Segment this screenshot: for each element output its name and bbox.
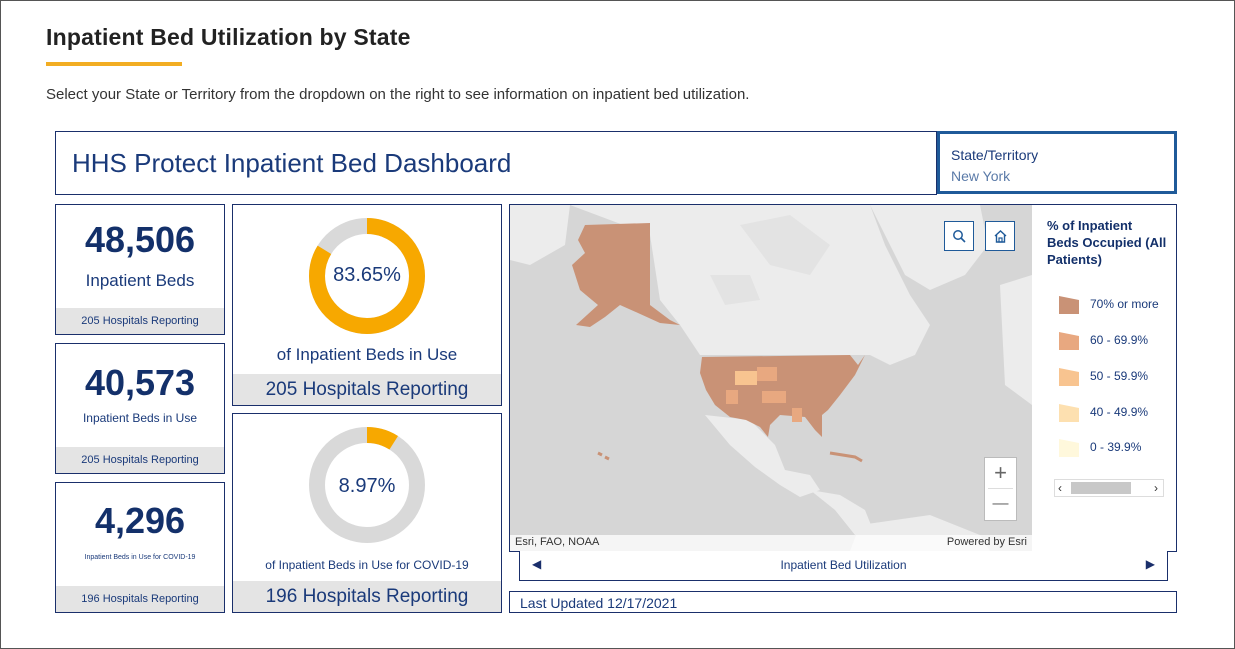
zoom-divider <box>988 488 1013 489</box>
region-south-60 <box>792 408 802 422</box>
alaska-region <box>572 223 680 327</box>
map-attribution: Esri, FAO, NOAA Powered by Esri <box>510 535 1032 551</box>
caribbean-islands <box>829 451 863 463</box>
state-territory-selector[interactable]: State/Territory New York <box>937 131 1177 194</box>
pager-prev-icon[interactable]: ◀ <box>532 557 542 571</box>
scroll-left-icon[interactable]: ‹ <box>1058 481 1062 495</box>
gauge-label: of Inpatient Beds in Use for COVID-19 <box>265 558 469 572</box>
gauge-card-covid-beds: 8.97% of Inpatient Beds in Use for COVID… <box>232 413 502 613</box>
zoom-in-button[interactable]: + <box>994 460 1007 485</box>
legend-swatch <box>1057 436 1081 458</box>
legend-label: 50 - 59.9% <box>1090 369 1149 383</box>
dashboard-header: HHS Protect Inpatient Bed Dashboard <box>55 131 937 195</box>
kpi-label: Inpatient Beds in Use <box>82 411 198 425</box>
basemap <box>510 205 1032 551</box>
kpi-label: Inpatient Beds <box>85 271 195 290</box>
state-selector-label: State/Territory <box>951 147 1039 163</box>
map-card: + — Esri, FAO, NOAA Powered by Esri % of… <box>509 204 1177 552</box>
attribution-text: Esri, FAO, NOAA <box>515 536 600 548</box>
mexico-land <box>705 415 820 497</box>
zoom-out-button[interactable]: — <box>992 495 1009 512</box>
legend-swatch <box>1057 401 1081 423</box>
scroll-thumb[interactable] <box>1071 482 1131 494</box>
europe-land <box>1000 275 1032 405</box>
gauge-percent: 83.65% <box>333 264 401 286</box>
legend-label: 0 - 39.9% <box>1090 440 1142 454</box>
gauge-card-beds-in-use: 83.65% of Inpatient Beds in Use 205 Hosp… <box>232 204 502 406</box>
map-search-button[interactable] <box>944 221 974 251</box>
dashboard-title: HHS Protect Inpatient Bed Dashboard <box>72 148 512 178</box>
gauge-ring <box>309 218 425 334</box>
kpi-value: 40,573 <box>84 362 196 403</box>
kpi-footer: 196 Hospitals Reporting <box>56 586 224 612</box>
widget-pager: ◀ Inpatient Bed Utilization ▶ <box>519 551 1168 581</box>
gauge-label: of Inpatient Beds in Use <box>276 345 458 364</box>
legend-scrollbar[interactable]: ‹ › <box>1054 479 1164 497</box>
kpi-footer: 205 Hospitals Reporting <box>56 447 224 473</box>
kpi-footer: 205 Hospitals Reporting <box>56 308 224 334</box>
last-updated-bar: Last Updated 12/17/2021 <box>509 591 1177 613</box>
powered-by-esri[interactable]: Powered by Esri <box>946 536 1027 548</box>
title-underline <box>46 62 182 66</box>
page-subtitle: Select your State or Territory from the … <box>46 86 750 103</box>
map-home-button[interactable] <box>985 221 1015 251</box>
region-mid-60c <box>726 390 738 404</box>
kpi-card-inpatient-beds: 48,506 Inpatient Beds 205 Hospitals Repo… <box>55 204 225 335</box>
legend-label: 70% or more <box>1090 297 1159 311</box>
region-mid-50 <box>735 371 757 385</box>
kpi-label: Inpatient Beds in Use for COVID-19 <box>84 554 196 561</box>
last-updated-text: Last Updated 12/17/2021 <box>520 595 678 611</box>
page-title: Inpatient Bed Utilization by State <box>46 24 411 50</box>
kpi-value: 48,506 <box>84 219 196 260</box>
russia-land <box>510 205 570 265</box>
region-mid-60 <box>757 367 777 381</box>
legend-swatch <box>1057 293 1081 315</box>
gauge-footer: 196 Hospitals Reporting <box>233 581 501 612</box>
zoom-control: + — <box>984 457 1017 521</box>
pager-next-icon[interactable]: ▶ <box>1145 557 1155 571</box>
central-america-land <box>810 490 875 535</box>
map-view[interactable]: + — Esri, FAO, NOAA Powered by Esri <box>510 205 1032 551</box>
gauge-footer: 205 Hospitals Reporting <box>233 374 501 405</box>
scroll-right-icon[interactable]: › <box>1154 481 1158 495</box>
canada-islands <box>710 215 830 305</box>
kpi-value: 4,296 <box>94 500 186 541</box>
region-mid-60b <box>762 391 786 403</box>
search-icon <box>953 230 966 243</box>
legend-swatch <box>1057 365 1081 387</box>
legend-swatch <box>1057 329 1081 351</box>
legend-label: 40 - 49.9% <box>1090 405 1149 419</box>
state-selector-value[interactable]: New York <box>951 168 1011 184</box>
legend-title: % of Inpatient Beds Occupied (All Patien… <box>1047 218 1167 267</box>
hawaii-islands <box>597 451 610 461</box>
gauge-ring <box>309 427 425 543</box>
kpi-card-beds-in-use: 40,573 Inpatient Beds in Use 205 Hospita… <box>55 343 225 474</box>
home-icon <box>994 229 1006 243</box>
legend-label: 60 - 69.9% <box>1090 333 1149 347</box>
kpi-card-covid-beds: 4,296 Inpatient Beds in Use for COVID-19… <box>55 482 225 613</box>
gauge-percent: 8.97% <box>338 475 396 497</box>
pager-label: Inpatient Bed Utilization <box>780 558 907 572</box>
